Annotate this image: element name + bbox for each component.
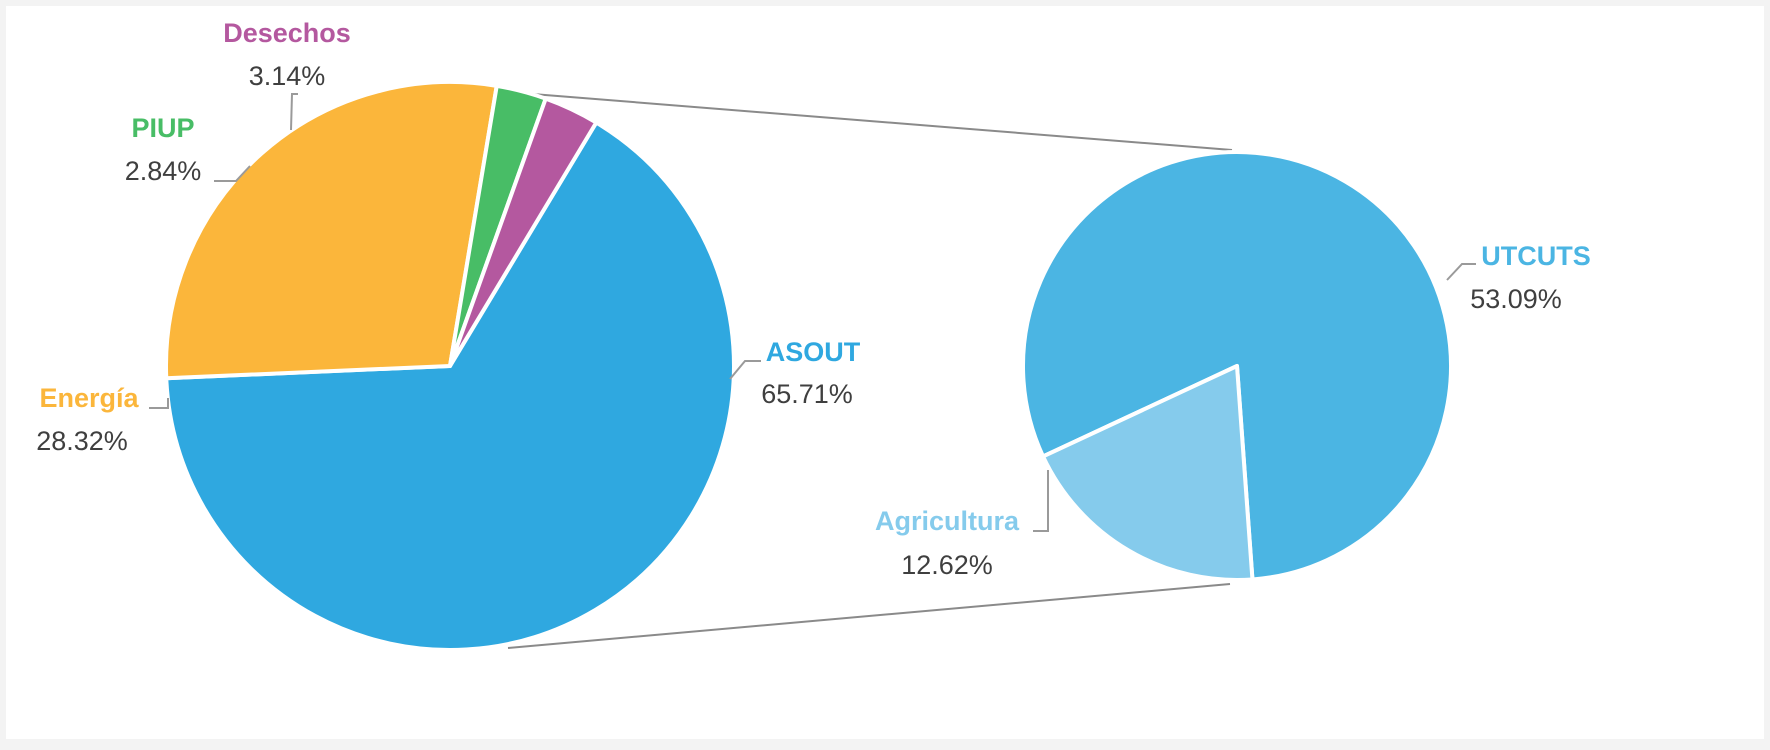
label-utcuts-value: 53.09% <box>1470 284 1562 314</box>
label-asout-value: 65.71% <box>761 379 853 409</box>
connector-line-top <box>519 92 1233 151</box>
connector-line-bottom <box>507 583 1231 649</box>
label-agricultura-value: 12.62% <box>901 550 993 580</box>
breakdown-pie <box>1021 150 1453 582</box>
main-pie-slice-desechos <box>448 96 599 368</box>
label-desechos-value: 3.14% <box>249 61 326 91</box>
label-utcuts-name: UTCUTS <box>1481 241 1591 271</box>
label-piup-value: 2.84% <box>125 156 202 186</box>
main-pie <box>164 80 736 652</box>
main-pie-slice-energ-a <box>164 80 499 381</box>
label-energia-value: 28.32% <box>36 426 128 456</box>
label-energia-name: Energía <box>39 383 139 413</box>
leader-line-asout <box>729 360 761 380</box>
breakdown-pie-slice-agricultura <box>1041 364 1255 582</box>
main-pie-slice-asout <box>164 120 736 652</box>
leader-line-desechos <box>290 93 298 131</box>
leader-line-piup <box>214 165 251 182</box>
label-piup-name: PIUP <box>131 113 194 143</box>
label-desechos-name: Desechos <box>223 18 351 48</box>
label-agricultura-name: Agricultura <box>875 506 1020 536</box>
leader-line-energia <box>149 398 169 409</box>
leader-line-agricultura <box>1033 470 1049 532</box>
label-asout-name: ASOUT <box>766 337 861 367</box>
leader-line-utcuts <box>1446 263 1476 281</box>
